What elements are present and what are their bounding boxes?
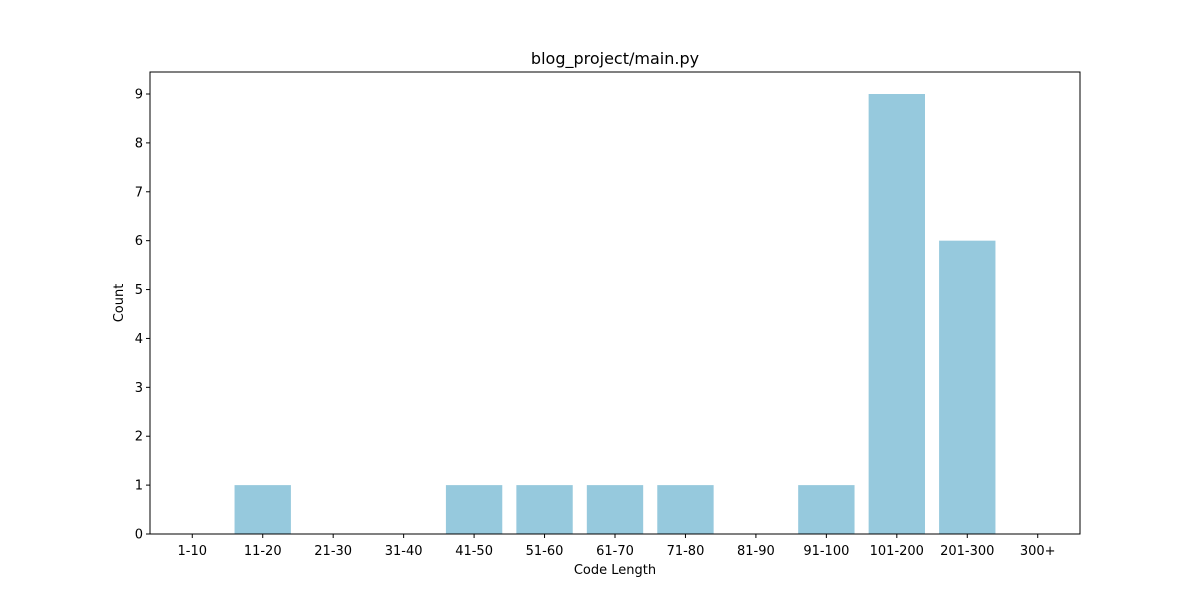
bar-101-200 (868, 94, 925, 534)
bar-91-100 (798, 485, 855, 534)
x-tick-label: 51-60 (526, 544, 564, 559)
x-tick-label: 71-80 (667, 544, 705, 559)
chart-title: blog_project/main.py (531, 49, 699, 69)
y-tick-label: 9 (135, 88, 143, 103)
y-axis: 0 1 2 3 4 5 6 7 8 9 (135, 88, 150, 543)
bar-51-60 (516, 485, 573, 534)
bar-71-80 (657, 485, 714, 534)
bars-group (234, 94, 996, 534)
x-axis: 1-10 11-20 21-30 31-40 41-50 51-60 61-70 71-80 8… (178, 534, 1056, 559)
x-tick-label: 1-10 (178, 544, 208, 559)
x-tick-label: 61-70 (596, 544, 634, 559)
x-tick-label: 91-100 (803, 544, 849, 559)
bar-61-70 (586, 485, 644, 534)
y-tick-label: 7 (135, 185, 143, 200)
y-tick-label: 2 (135, 430, 143, 445)
bar-41-50 (445, 485, 503, 534)
x-tick-label: 31-40 (385, 544, 423, 559)
x-tick-label: 81-90 (737, 544, 775, 559)
x-tick-label: 300+ (1020, 544, 1056, 559)
y-tick-label: 3 (135, 381, 143, 396)
y-tick-label: 4 (135, 332, 143, 347)
x-tick-label: 101-200 (870, 544, 924, 559)
x-axis-label: Code Length (574, 563, 656, 578)
y-tick-label: 0 (135, 528, 143, 543)
x-tick-label: 21-30 (314, 544, 352, 559)
bar-11-20 (234, 485, 291, 534)
y-tick-label: 6 (135, 234, 143, 249)
bar-201-300 (939, 240, 996, 534)
x-tick-label: 41-50 (455, 544, 493, 559)
y-axis-label: Count (112, 284, 127, 323)
x-tick-label: 11-20 (244, 544, 282, 559)
y-tick-label: 1 (135, 479, 143, 494)
y-tick-label: 8 (135, 136, 143, 151)
y-tick-label: 5 (135, 283, 143, 298)
x-tick-label: 201-300 (940, 544, 994, 559)
